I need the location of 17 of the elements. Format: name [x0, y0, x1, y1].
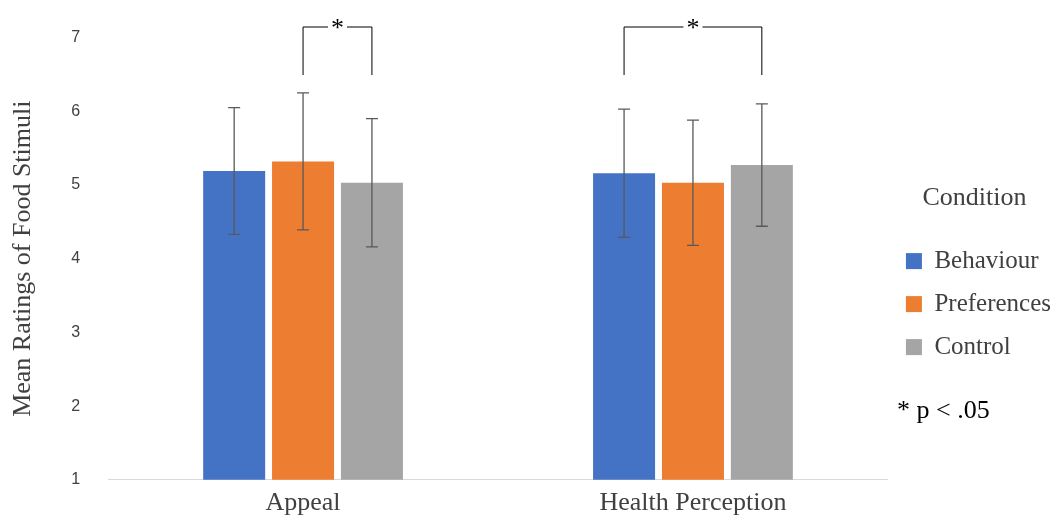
annotation: * [686, 13, 700, 42]
y-tick-label: 2 [71, 396, 81, 414]
legend-label: Behaviour [934, 245, 1040, 273]
y-axis-title: Mean Ratings of Food Stimuli [7, 100, 37, 417]
legend-label: Preferences [934, 288, 1051, 316]
y-tick-label: 3 [71, 322, 81, 340]
y-tick-label: 1 [71, 470, 81, 488]
annotation: * [330, 13, 344, 42]
x-tick-label: Appeal [265, 487, 341, 517]
legend-label: Control [934, 331, 1011, 359]
y-tick-label: 5 [71, 175, 81, 193]
y-tick-label: 6 [71, 101, 81, 119]
x-tick-label: Health Perception [599, 487, 787, 517]
text: * p < .05 [897, 395, 990, 424]
y-tick-label: 7 [71, 28, 81, 46]
y-tick-label: 4 [71, 249, 81, 267]
legend-title: Condition [922, 182, 1027, 212]
